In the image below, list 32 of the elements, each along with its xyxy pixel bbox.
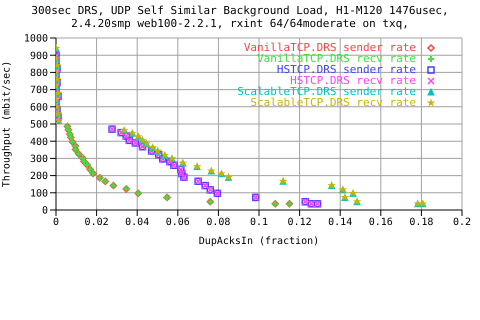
x-tick-label: 0.04 [125,217,150,228]
y-tick-label: 0 [42,206,48,217]
y-tick-label: 600 [30,102,48,114]
y-tick-label: 200 [30,171,48,182]
x-tick-label: 0.16 [368,217,393,228]
y-tick-label: 700 [30,85,48,96]
y-tick-label: 900 [30,50,48,62]
x-tick-label: 0.18 [409,217,434,228]
x-tick-label: 0.12 [288,217,312,228]
y-tick-label: 500 [30,120,48,131]
y-tick-label: 300 [30,154,48,165]
legend-label: ScalableTCP.DRS recv rate [250,96,416,109]
x-tick-label: 0.1 [250,217,268,228]
chart-title: 300sec DRS, UDP Self Similar Background Load, H1-M120 1476usec, [30,4,450,17]
legend-label: HSTCP.DRS recv rate [290,74,416,87]
y-tick-label: 400 [30,136,48,148]
x-axis-title: DupAcksIn (fraction) [198,236,320,247]
x-tick-label: 0.06 [166,217,190,228]
chart-subtitle: 2.4.20smp web100-2.2.1, rxint 64/64moderate on txq, [70,17,410,30]
x-tick-label: 0.14 [328,217,352,228]
x-tick-label: 0.08 [206,217,230,228]
legend-label: VanillaTCP.DRS sender rate [244,41,416,54]
x-tick-label: 0.2 [452,217,472,228]
legend-label: HSTCP.DRS sender rate [276,63,416,76]
legend-label: VanillaTCP.DRS recv rate [257,52,416,65]
y-tick-label: 100 [30,188,48,200]
x-tick-label: 0 [52,217,60,228]
y-tick-label: 800 [30,68,48,79]
legend-label: ScalableTCP.DRS sender rate [237,85,416,98]
y-axis-title: Throughput (mbit/sec) [2,60,13,188]
x-tick-label: 0.02 [84,217,109,228]
y-tick-label: 1000 [24,34,48,45]
